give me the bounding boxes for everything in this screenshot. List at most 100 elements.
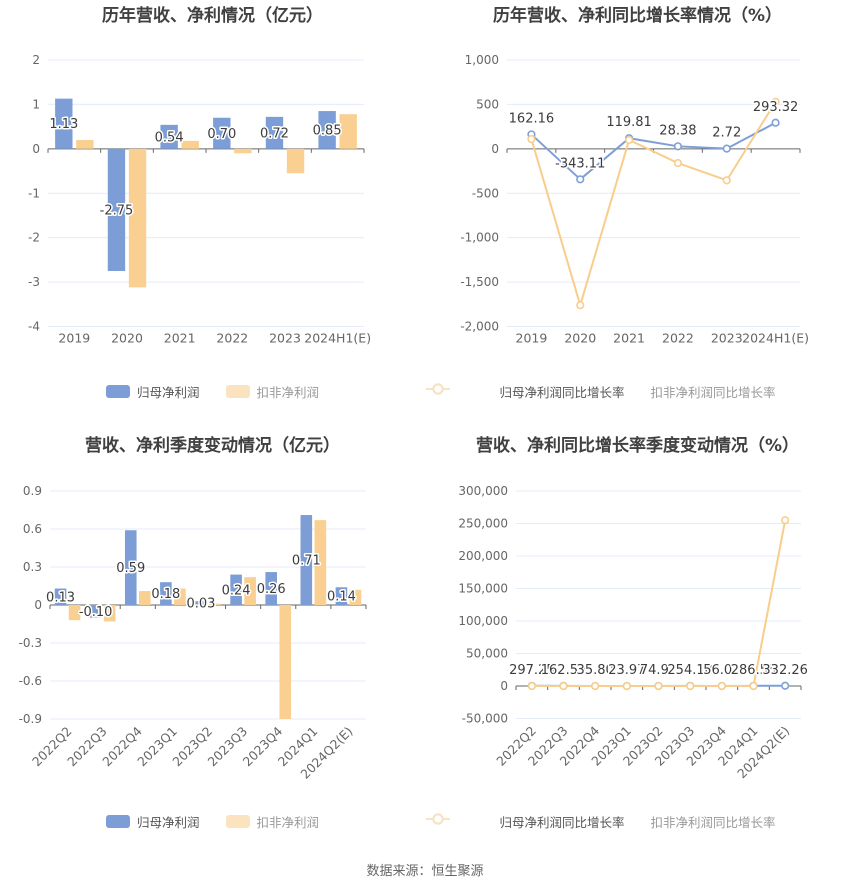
- svg-text:162.59: 162.59: [541, 663, 587, 678]
- svg-text:2021: 2021: [164, 331, 196, 346]
- svg-text:0.26: 0.26: [257, 582, 286, 597]
- svg-text:0.3: 0.3: [23, 560, 42, 574]
- svg-text:0.70: 0.70: [207, 127, 236, 142]
- quarterly-growth-chart: 300,000 250,000 200,000 150,000 100,000 50,00…: [458, 484, 809, 781]
- legend-label: 归母净利润: [136, 385, 200, 400]
- svg-text:1.13: 1.13: [49, 117, 78, 132]
- svg-text:286.55: 286.55: [731, 663, 777, 678]
- svg-text:-2: -2: [28, 231, 40, 245]
- svg-text:50,000: 50,000: [466, 647, 508, 661]
- svg-text:-0.9: -0.9: [19, 712, 42, 726]
- legend-label: 归母净利润同比增长率: [499, 815, 625, 830]
- legend-item-secondary[interactable]: 扣非净利润: [225, 812, 320, 831]
- svg-text:293.32: 293.32: [753, 100, 799, 115]
- svg-text:2: 2: [32, 53, 40, 67]
- panel-annual-amount: 历年营收、净利情况（亿元） 2 1 0 -1 -2 -3 -4 2019 2020 2021 202…: [0, 0, 425, 430]
- svg-text:2020: 2020: [564, 331, 596, 346]
- svg-text:0.59: 0.59: [116, 561, 145, 576]
- svg-text:2019: 2019: [58, 331, 90, 346]
- svg-text:-3: -3: [28, 275, 40, 289]
- annual-growth-chart-title: 历年营收、净利同比增长率情况（%）: [492, 6, 783, 26]
- svg-text:28.38: 28.38: [659, 123, 696, 138]
- svg-text:0.72: 0.72: [260, 126, 289, 141]
- svg-text:300,000: 300,000: [458, 484, 508, 498]
- legend-label: 扣非净利润同比增长率: [650, 815, 776, 830]
- annual-amount-chart: 2 1 0 -1 -2 -3 -4 2019 2020 2021 2022 2023 2024H1(E)…: [28, 53, 371, 346]
- svg-text:0.85: 0.85: [313, 123, 342, 138]
- svg-text:0.9: 0.9: [23, 484, 42, 498]
- quarterly-growth-chart-title: 营收、净利同比增长率季度变动情况（%）: [475, 436, 800, 456]
- svg-text:2024H1(E): 2024H1(E): [304, 331, 371, 346]
- svg-text:-1: -1: [28, 186, 40, 200]
- legend-bar-swatch: [105, 385, 130, 398]
- legend-item-primary[interactable]: 归母净利润同比增长率: [426, 382, 625, 401]
- annual-growth-legend: 归母净利润同比增长率 扣非净利润同比增长率: [425, 382, 850, 401]
- svg-text:0: 0: [32, 142, 40, 156]
- legend-item-primary[interactable]: 归母净利润同比增长率: [426, 812, 625, 831]
- svg-text:-1,500: -1,500: [460, 275, 499, 289]
- svg-text:1,000: 1,000: [465, 53, 499, 67]
- svg-text:-0.6: -0.6: [19, 674, 42, 688]
- svg-text:332.26: 332.26: [762, 663, 808, 678]
- svg-text:0.03: 0.03: [187, 597, 216, 612]
- annual-amount-legend: 归母净利润 扣非净利润: [0, 382, 425, 401]
- legend-label: 扣非净利润: [256, 385, 320, 400]
- svg-text:297.25: 297.25: [509, 663, 555, 678]
- svg-text:-500: -500: [472, 186, 499, 200]
- svg-text:162.16: 162.16: [509, 111, 555, 126]
- svg-text:250,000: 250,000: [458, 517, 508, 531]
- svg-text:0: 0: [500, 679, 508, 693]
- svg-text:23.97: 23.97: [608, 663, 645, 678]
- svg-text:0.18: 0.18: [151, 587, 180, 602]
- quarterly-growth-legend: 归母净利润同比增长率 扣非净利润同比增长率: [425, 812, 850, 831]
- legend-label: 扣非净利润同比增长率: [650, 385, 776, 400]
- svg-text:2022: 2022: [216, 331, 248, 346]
- svg-text:0.71: 0.71: [292, 554, 321, 569]
- svg-text:35.80: 35.80: [577, 663, 614, 678]
- svg-text:2022: 2022: [662, 331, 694, 346]
- svg-text:-50,000: -50,000: [462, 712, 508, 726]
- svg-text:254.18: 254.18: [667, 663, 713, 678]
- svg-text:-2.75: -2.75: [100, 203, 134, 218]
- quarterly-amount-legend: 归母净利润 扣非净利润: [0, 812, 425, 831]
- data-source-note: 数据来源：恒生聚源: [366, 864, 484, 879]
- svg-text:100,000: 100,000: [458, 614, 508, 628]
- svg-text:150,000: 150,000: [458, 582, 508, 596]
- legend-label: 扣非净利润: [256, 815, 320, 830]
- svg-text:56.02: 56.02: [703, 663, 740, 678]
- annual-amount-chart-title: 历年营收、净利情况（亿元）: [102, 6, 323, 26]
- quarterly-amount-chart: 0.90.60.30-0.3-0.6-0.92022Q22022Q32022Q4…: [19, 484, 367, 782]
- svg-text:2023: 2023: [269, 331, 301, 346]
- svg-text:-1,000: -1,000: [460, 231, 499, 245]
- svg-text:500: 500: [476, 97, 499, 111]
- svg-text:2023: 2023: [711, 331, 743, 346]
- svg-text:0.54: 0.54: [155, 130, 184, 145]
- svg-text:119.81: 119.81: [606, 115, 652, 130]
- legend-label: 归母净利润: [136, 815, 200, 830]
- svg-text:-4: -4: [28, 320, 40, 334]
- legend-line-marker-icon: [426, 383, 450, 395]
- legend-item-secondary[interactable]: 扣非净利润: [225, 382, 320, 401]
- legend-label: 归母净利润同比增长率: [499, 385, 625, 400]
- panel-annual-growth: 历年营收、净利同比增长率情况（%） 1,000 500 0 -500 -1,000 -1,…: [425, 0, 850, 430]
- svg-text:2019: 2019: [516, 331, 548, 346]
- svg-text:0.24: 0.24: [222, 583, 251, 598]
- legend-item-secondary[interactable]: 扣非净利润同比增长率: [426, 382, 776, 401]
- legend-item-primary[interactable]: 归母净利润: [105, 812, 200, 831]
- svg-text:2021: 2021: [613, 331, 645, 346]
- svg-text:-0.10: -0.10: [79, 605, 113, 620]
- svg-text:74.92: 74.92: [640, 663, 677, 678]
- legend-line-marker-icon: [426, 813, 450, 825]
- svg-text:0: 0: [34, 598, 42, 612]
- panel-quarterly-growth: 营收、净利同比增长率季度变动情况（%） 300,000 250,000 200,00…: [425, 430, 850, 860]
- panel-quarterly-amount: 营收、净利季度变动情况（亿元） 0.9 0.6 0.3 0 -0.3 -0.6 -0.9 20…: [0, 430, 425, 860]
- legend-item-secondary[interactable]: 扣非净利润同比增长率: [426, 812, 776, 831]
- svg-text:0: 0: [491, 142, 499, 156]
- svg-text:0.6: 0.6: [23, 522, 42, 536]
- svg-text:200,000: 200,000: [458, 549, 508, 563]
- legend-bar-swatch: [105, 815, 130, 828]
- svg-text:-2,000: -2,000: [460, 320, 499, 334]
- legend-item-primary[interactable]: 归母净利润: [105, 382, 200, 401]
- quarterly-amount-chart-title: 营收、净利季度变动情况（亿元）: [85, 436, 340, 456]
